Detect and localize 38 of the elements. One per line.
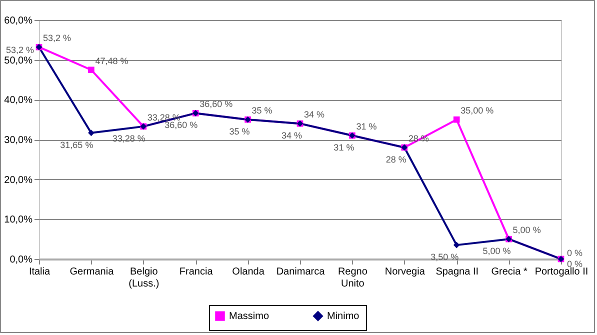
x-tick-label: Portogallo II: [534, 266, 588, 278]
legend-label: Minimo: [327, 311, 360, 322]
x-tick-label: Spagna II: [436, 266, 479, 278]
x-tick-label: Italia: [28, 266, 50, 278]
data-label: 35,00 %: [460, 106, 494, 116]
x-tick-label: Grecia *: [491, 266, 528, 278]
data-label: 31 %: [334, 142, 354, 153]
y-tick-label: 10,0%: [4, 214, 33, 226]
data-label: 34 %: [304, 110, 325, 120]
data-label: 5,00 %: [482, 246, 511, 256]
data-label: 35 %: [229, 126, 250, 137]
x-tick-label: Regno Unito: [338, 266, 368, 290]
data-label: 33,28 %: [147, 112, 180, 122]
data-label: 31,65 %: [60, 140, 94, 150]
data-label: 35 %: [252, 106, 272, 116]
data-label: 36,60 %: [164, 120, 198, 130]
data-label: 34 %: [281, 130, 302, 141]
data-label: 3,50 %: [430, 252, 459, 262]
y-tick-label: 60,0%: [4, 16, 33, 26]
x-tick-label: Norvegia: [384, 266, 426, 278]
x-tick-label: Germania: [70, 266, 114, 278]
x-tick-label: Francia: [179, 266, 214, 278]
data-label: 53,2 %: [6, 45, 34, 56]
data-label: 31 %: [356, 122, 377, 132]
y-tick-label: 20,0%: [4, 174, 33, 186]
x-tick-label: Olanda: [232, 266, 265, 278]
y-tick-label: 40,0%: [4, 95, 33, 106]
x-tick-label: Belgio (Luss.): [128, 266, 160, 290]
data-label: 28 %: [386, 154, 406, 164]
y-tick-label: 30,0%: [4, 135, 33, 146]
legend-label: Massimo: [229, 311, 270, 322]
data-label: 53,2 %: [43, 33, 72, 44]
data-label: 0 %: [567, 248, 583, 258]
data-label: 36,60 %: [200, 99, 233, 110]
x-tick-label: Danimarca: [276, 266, 326, 278]
y-tick-label: 0,0%: [10, 254, 33, 266]
data-label: 5,00 %: [512, 225, 541, 236]
y-tick-label: 50,0%: [4, 55, 33, 66]
